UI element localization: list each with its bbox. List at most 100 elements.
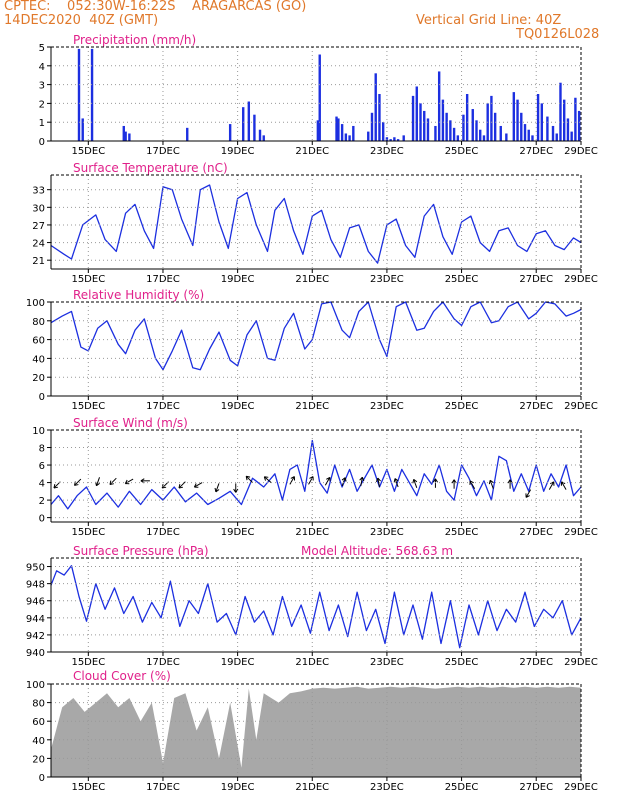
y-tick-label: 80: [32, 317, 45, 328]
precip-bar: [367, 131, 370, 141]
wind-arrow: [214, 483, 220, 493]
wind-arrow: [124, 478, 134, 485]
wind-arrow-head: [263, 476, 269, 481]
wind-arrow-shaft: [548, 481, 555, 490]
y-tick-label: 2: [39, 496, 45, 507]
wind-arrow: [359, 476, 365, 487]
x-tick-label: 21DEC: [295, 782, 329, 793]
wind-arrow-shaft: [413, 479, 418, 488]
temp-series-line: [50, 184, 582, 264]
wind-arrow: [289, 476, 296, 485]
y-tick-label: 100: [26, 298, 45, 309]
x-tick-label: 29DEC: [564, 782, 598, 793]
y-tick-label: 2: [39, 99, 45, 110]
panel-title-pres: Surface Pressure (hPa): [73, 544, 209, 558]
precip-bar: [527, 129, 530, 141]
x-tick-label: 25DEC: [445, 401, 479, 412]
x-tick-label: 15DEC: [71, 657, 105, 668]
wind-arrow: [245, 475, 253, 483]
y-tick-label: 942: [26, 631, 45, 642]
y-tick-label: 10: [32, 426, 45, 437]
wind-arrow-shaft: [178, 481, 186, 489]
x-tick-label: 17DEC: [146, 782, 180, 793]
header-vertical-grid: Vertical Grid Line: 40Z: [416, 13, 562, 28]
x-tick-label: 15DEC: [71, 527, 105, 538]
precip-bar: [316, 120, 320, 141]
x-tick-label: 25DEC: [445, 657, 479, 668]
precip-bar: [465, 94, 469, 141]
precip-bar: [411, 95, 415, 141]
y-tick-label: 6: [39, 461, 45, 472]
x-tick-label: 15DEC: [71, 274, 105, 285]
wind-arrow-head: [488, 479, 494, 485]
precip-bar: [402, 135, 405, 141]
y-tick-label: 0: [39, 392, 45, 403]
x-tick-label: 17DEC: [146, 274, 180, 285]
wind-arrow-shaft: [308, 476, 314, 485]
wind-arrow-shaft: [215, 483, 220, 493]
wind-arrow: [432, 478, 439, 488]
x-tick-label: 19DEC: [221, 782, 255, 793]
y-tick-label: 30: [32, 203, 45, 214]
y-tick-label: 100: [26, 680, 45, 691]
wind-arrow-shaft: [263, 476, 272, 483]
x-tick-label: 23DEC: [370, 782, 404, 793]
wind-arrow: [178, 481, 186, 489]
wind-arrow: [263, 476, 272, 483]
panel-cloud: 0 20 40 60 80 100 15DEC 17DEC 19DEC 21DEC 23DEC 25D…: [26, 669, 598, 793]
precip-bar: [90, 48, 94, 141]
wind-arrow-head: [432, 478, 439, 483]
precip-bar: [381, 122, 385, 141]
wind-arrow-shaft: [245, 475, 253, 483]
precip-bar: [335, 116, 338, 141]
precip-bar: [452, 127, 456, 141]
precip-bar: [415, 86, 418, 141]
precip-bar: [253, 114, 256, 141]
precip-bar: [437, 71, 441, 141]
y-tick-label: 80: [32, 699, 45, 710]
panel-title-precip: Precipitation (mm/h): [73, 33, 196, 47]
wind-arrow-head: [214, 487, 220, 493]
precip-bar: [482, 135, 486, 141]
wind-arrow-head: [245, 475, 251, 481]
precip-bar: [352, 125, 355, 141]
wind-arrow-shaft: [377, 478, 380, 488]
x-tick-label: 19DEC: [221, 274, 255, 285]
precip-bar: [389, 139, 392, 141]
wind-arrow: [393, 478, 399, 488]
y-tick-label: 0: [39, 137, 45, 148]
x-tick-label: 19DEC: [221, 146, 255, 157]
precip-bar: [318, 54, 321, 141]
wind-arrow-shaft: [489, 480, 494, 489]
wind-arrow-head: [309, 476, 314, 481]
wind-arrow: [140, 478, 150, 484]
precip-bar: [462, 114, 465, 141]
wind-arrow-shaft: [324, 477, 331, 486]
x-tick-label: 19DEC: [221, 527, 255, 538]
precip-bar: [340, 124, 344, 141]
precip-bar: [370, 112, 374, 141]
y-tick-label: 0: [39, 514, 45, 525]
precip-bar: [258, 129, 262, 141]
panel-precip: 0 1 2 3 4 5 15DEC 17DEC 19DEC 21DEC 23DEC 25DEC 27DE…: [39, 33, 598, 157]
y-tick-label: 21: [32, 256, 45, 267]
precip-bar: [124, 131, 127, 141]
x-tick-label: 27DEC: [519, 527, 553, 538]
y-tick-label: 0: [39, 773, 45, 784]
y-tick-label: 40: [32, 736, 45, 747]
x-tick-label: 23DEC: [370, 527, 404, 538]
wind-arrow-head: [525, 493, 530, 498]
panel-rh: 0 20 40 60 80 100 15DEC 17DEC 19DEC 21DEC 23DEC 25D…: [26, 288, 598, 412]
precip-bar: [559, 82, 562, 141]
x-tick-label: 19DEC: [221, 657, 255, 668]
precip-bar: [441, 99, 445, 141]
y-tick-label: 4: [39, 479, 45, 490]
x-tick-label: 15DEC: [71, 146, 105, 157]
wind-arrow: [469, 480, 476, 489]
panel-temp: 21 24 27 30 33 15DEC 17DEC 19DEC 21DEC 23DEC 25DEC…: [32, 161, 598, 285]
wind-arrow-head: [290, 476, 296, 481]
wind-arrow: [308, 476, 314, 485]
x-tick-label: 25DEC: [445, 782, 479, 793]
header-model-code: TQ0126L028: [516, 27, 600, 42]
